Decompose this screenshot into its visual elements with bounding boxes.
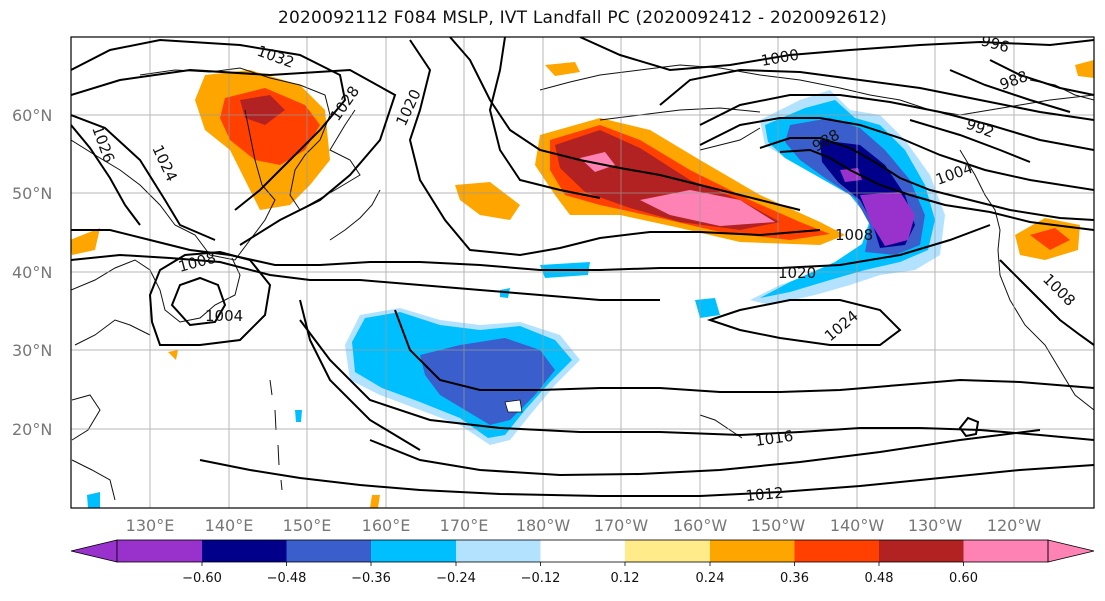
- isobar-label: 1012: [745, 484, 785, 505]
- lon-label: 160°E: [362, 516, 411, 535]
- mslp-isobars: [71, 37, 1094, 497]
- colorbar-segment: [540, 540, 625, 562]
- isobar-label: 1016: [754, 427, 794, 450]
- lon-label: 130°W: [908, 516, 963, 535]
- colorbar-tick-label: −0.24: [436, 571, 476, 586]
- colorbar-tick-label: 0.36: [780, 571, 809, 586]
- colorbar: −0.60 −0.48 −0.36 −0.24 −0.12 0.12 0.24 …: [70, 539, 1095, 586]
- lon-label: 150°E: [283, 516, 332, 535]
- lon-label: 160°W: [673, 516, 728, 535]
- colorbar-segment: [963, 540, 1048, 562]
- colorbar-segment: [625, 540, 710, 562]
- lat-label: 30°N: [12, 341, 52, 360]
- map-frame: [70, 36, 1095, 509]
- lon-label: 140°E: [205, 516, 254, 535]
- latitude-labels: 60°N 50°N 40°N 30°N 20°N: [12, 106, 52, 439]
- isobar-label: 1020: [778, 264, 816, 282]
- lat-label: 20°N: [12, 420, 52, 439]
- negative-anomaly-subtropical: [87, 308, 580, 508]
- coastlines: [71, 64, 1094, 501]
- colorbar-extend-high: [1047, 539, 1095, 563]
- isobar-label: 1004: [205, 307, 243, 325]
- longitude-labels: 130°E 140°E 150°E 160°E 170°E 180°W 170°…: [126, 516, 1042, 535]
- colorbar-tick-label: −0.60: [182, 571, 222, 586]
- lon-label: 180°W: [516, 516, 571, 535]
- colorbar-tick-label: 0.12: [611, 571, 640, 586]
- lon-label: 150°W: [751, 516, 806, 535]
- lat-label: 40°N: [12, 263, 52, 282]
- lon-label: 170°E: [440, 516, 489, 535]
- colorbar-tick-label: −0.36: [351, 571, 391, 586]
- lat-label: 60°N: [12, 106, 52, 125]
- colorbar-segment: [456, 540, 541, 562]
- colorbar-segment: [371, 540, 456, 562]
- colorbar-tick-label: 0.24: [696, 571, 725, 586]
- lat-label: 50°N: [12, 184, 52, 203]
- map-title: 2020092112 F084 MSLP, IVT Landfall PC (2…: [278, 8, 887, 28]
- colorbar-tick-label: 0.60: [949, 571, 978, 586]
- colorbar-segment: [710, 540, 795, 562]
- colorbar-tick-label: −0.12: [521, 571, 561, 586]
- colorbar-extend-low: [70, 539, 118, 563]
- colorbar-segment: [202, 540, 287, 562]
- colorbar-tick-label: 0.48: [865, 571, 894, 586]
- colorbar-segment: [117, 540, 202, 562]
- lon-label: 120°W: [987, 516, 1042, 535]
- lon-label: 140°W: [830, 516, 885, 535]
- lon-label: 130°E: [126, 516, 175, 535]
- colorbar-segment: [794, 540, 879, 562]
- colorbar-segment: [879, 540, 964, 562]
- colorbar-tick-label: −0.48: [267, 571, 307, 586]
- isobar-label: 1008: [835, 226, 873, 244]
- positive-anomaly-west-coast: [168, 218, 1080, 508]
- colorbar-segment: [286, 540, 371, 562]
- lon-label: 170°W: [594, 516, 649, 535]
